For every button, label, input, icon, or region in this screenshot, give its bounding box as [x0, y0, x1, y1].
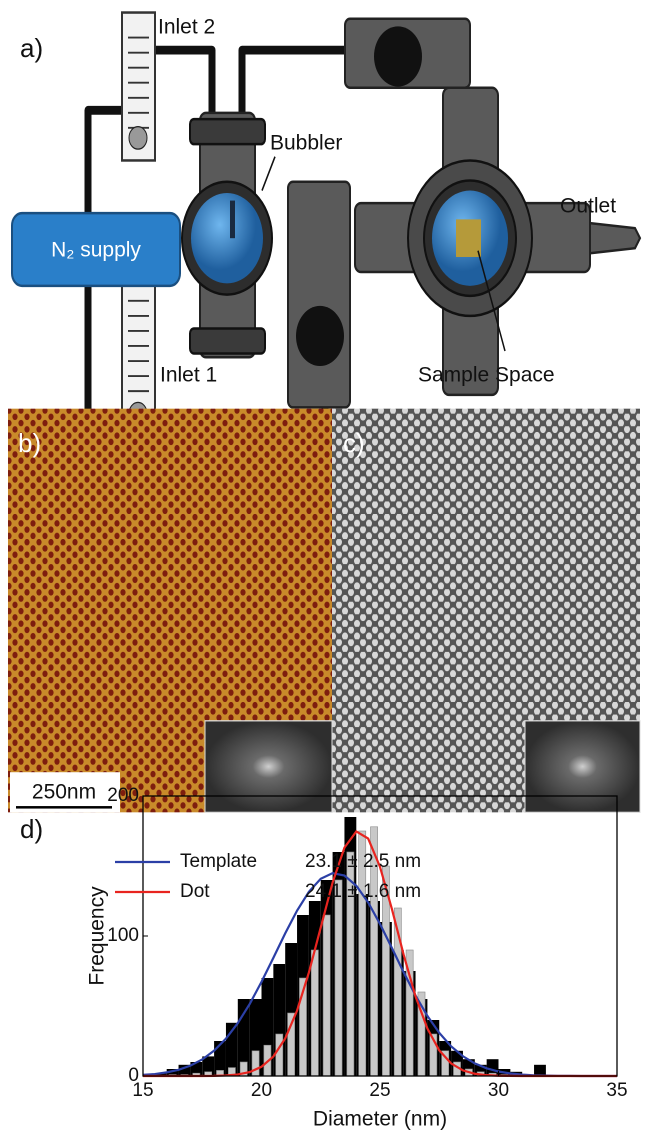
flowmeter-ball — [129, 127, 147, 150]
flowmeter — [122, 282, 155, 430]
fft-inset — [205, 721, 332, 813]
sample — [456, 219, 481, 257]
x-axis-label: Diameter (nm) — [313, 1108, 447, 1131]
figure: a) Inlet 2 Bubbler Outlet N₂ supply Inle… — [0, 0, 648, 1147]
page-body: a) Inlet 2 Bubbler Outlet N₂ supply Inle… — [0, 0, 648, 1147]
panel-label: a) — [20, 33, 43, 63]
panel-label: c) — [343, 428, 365, 458]
outlet-nozzle — [590, 223, 640, 253]
bubbler — [182, 113, 272, 357]
tube — [242, 50, 350, 119]
page: Figure {"panel_a": {"label": "a)", "inle… — [0, 0, 648, 1147]
flowmeter — [122, 13, 155, 161]
scale-bar — [16, 806, 112, 809]
y-tick-label: 0 — [128, 1065, 139, 1086]
y-axis-label: Frequency — [86, 886, 109, 986]
sample-label: Sample Space — [418, 364, 555, 387]
port — [374, 26, 422, 86]
box — [288, 182, 350, 408]
y-tick-label: 100 — [107, 925, 139, 946]
x-tick-label: 25 — [369, 1080, 390, 1101]
pointer — [262, 157, 275, 191]
legend-label: Dot — [180, 881, 210, 902]
x-tick-label: 30 — [488, 1080, 509, 1101]
bar — [252, 1051, 259, 1076]
legend-annotation: 23.1 ± 2.5 nm — [305, 851, 421, 872]
flange — [190, 328, 265, 353]
panel-label: d) — [20, 814, 43, 844]
bar — [335, 880, 342, 1076]
x-tick-label: 20 — [251, 1080, 272, 1101]
inlet-label: Inlet 2 — [158, 16, 215, 39]
inlet-label: Inlet 1 — [160, 364, 217, 387]
y-tick-label: 200 — [107, 785, 139, 806]
fft-inset — [525, 721, 640, 813]
tube — [155, 50, 212, 119]
bar — [311, 950, 318, 1076]
dip-tube — [230, 201, 235, 239]
outlet-label: Outlet — [560, 195, 616, 218]
scale-bar-label: 250nm — [32, 781, 96, 804]
panel-label: b) — [18, 428, 41, 458]
bubbler-label: Bubbler — [270, 132, 342, 155]
legend-annotation: 24.1 ± 1.6 nm — [305, 881, 421, 902]
flange — [190, 119, 265, 144]
legend-label: Template — [180, 851, 257, 872]
bar — [323, 915, 330, 1076]
window — [191, 193, 263, 283]
x-tick-label: 35 — [606, 1080, 627, 1101]
bar — [276, 1034, 283, 1076]
supply-label: N₂ supply — [51, 239, 141, 262]
port — [296, 306, 344, 366]
